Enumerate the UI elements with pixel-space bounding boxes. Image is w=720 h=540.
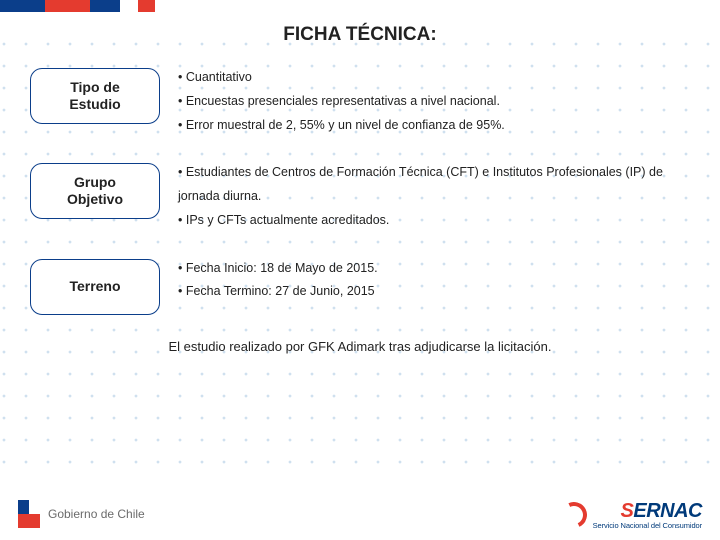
bullet-item: • Fecha Termino: 27 de Junio, 2015 (178, 280, 690, 304)
page-title: FICHA TÉCNICA: (30, 24, 690, 46)
flag-blue (18, 500, 29, 514)
flag-white (29, 500, 40, 514)
bullet-item: • Cuantitativo (178, 66, 690, 90)
bullet-item: • IPs y CFTs actualmente acreditados. (178, 209, 690, 233)
section-row: Tipo deEstudio • Cuantitativo• Encuestas … (30, 64, 690, 137)
sernac-arc-icon (557, 498, 590, 531)
bullet-item: • Encuestas presenciales representativas… (178, 90, 690, 114)
section-bullets: • Estudiantes de Centros de Formación Té… (178, 159, 690, 232)
section-bullets: • Fecha Inicio: 18 de Mayo de 2015.• Fec… (178, 255, 690, 305)
bullet-item: • Estudiantes de Centros de Formación Té… (178, 161, 690, 209)
footnote-text: El estudio realizado por GFK Adimark tra… (30, 339, 690, 354)
sernac-s: S (621, 500, 634, 522)
sernac-rest: ERNAC (633, 500, 702, 522)
section-badge: Tipo deEstudio (30, 68, 160, 124)
footer-gov: Gobierno de Chile (18, 500, 145, 528)
section-bullets: • Cuantitativo• Encuestas presenciales r… (178, 64, 690, 137)
bullet-item: • Error muestral de 2, 55% y un nivel de… (178, 114, 690, 138)
gov-label: Gobierno de Chile (48, 507, 145, 521)
sernac-logo: SERNAC (593, 500, 702, 523)
section-badge: GrupoObjetivo (30, 163, 160, 219)
section-row: GrupoObjetivo • Estudiantes de Centros de… (30, 159, 690, 232)
bullet-item: • Fecha Inicio: 18 de Mayo de 2015. (178, 257, 690, 281)
flag-red (18, 514, 40, 528)
footer-sernac: SERNAC Servicio Nacional del Consumidor (561, 500, 702, 530)
chile-flag-icon (18, 500, 40, 528)
section-row: Terreno • Fecha Inicio: 18 de Mayo de 201… (30, 255, 690, 315)
slide-content: FICHA TÉCNICA: Tipo deEstudio • Cuantitat… (0, 0, 720, 354)
section-badge: Terreno (30, 259, 160, 315)
sernac-subtitle: Servicio Nacional del Consumidor (593, 521, 702, 530)
